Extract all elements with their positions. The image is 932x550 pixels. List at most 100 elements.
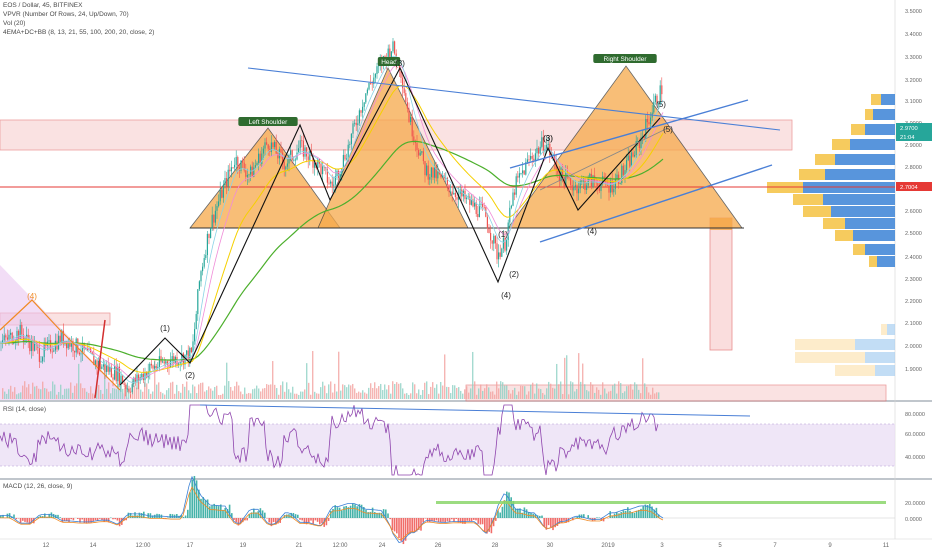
price-candle	[5, 335, 7, 338]
macd-histogram-bar	[48, 513, 50, 518]
price-candle	[426, 165, 428, 176]
volume-bar	[430, 386, 432, 399]
volume-bar	[56, 394, 58, 399]
macd-histogram-bar	[15, 518, 17, 520]
volume-bar	[540, 389, 542, 399]
macd-histogram-bar	[488, 518, 490, 532]
price-candle	[637, 140, 639, 142]
price-tick-label: 2.5000	[905, 231, 922, 237]
price-candle	[539, 146, 541, 154]
volume-bar	[642, 358, 644, 399]
price-candle	[469, 196, 471, 205]
volume-bar	[472, 351, 474, 399]
volume-bar	[104, 360, 106, 399]
price-candle	[202, 266, 204, 272]
vpvr-bar	[865, 244, 895, 255]
macd-histogram-bar	[310, 518, 312, 521]
head-label: Head	[381, 59, 397, 66]
price-candle	[346, 158, 348, 160]
volume-bar	[38, 388, 40, 399]
macd-histogram-bar	[633, 512, 636, 518]
price-candle	[547, 143, 549, 146]
volume-bar	[554, 388, 556, 399]
volume-bar	[150, 393, 152, 399]
price-candle	[213, 214, 215, 223]
volume-bar	[638, 389, 640, 399]
volume-bar	[70, 382, 72, 399]
price-candle	[402, 77, 404, 89]
volume-bar	[200, 382, 202, 399]
price-candle	[181, 353, 183, 362]
price-candle	[334, 176, 336, 185]
macd-histogram-bar	[52, 513, 55, 518]
macd-histogram-bar	[294, 514, 297, 518]
macd-histogram-bar	[59, 517, 61, 518]
price-candle	[470, 199, 472, 205]
volume-bar	[342, 384, 344, 399]
macd-histogram-bar	[325, 518, 328, 526]
volume-bar	[82, 388, 84, 399]
volume-bar	[650, 394, 652, 399]
price-candle	[78, 352, 80, 355]
price-candle	[83, 342, 85, 350]
symbol-title: EOS / Dollar, 45, BITFINEX	[3, 2, 83, 9]
volume-bar	[618, 381, 620, 399]
volume-bar	[560, 381, 562, 399]
volume-bar	[490, 391, 492, 399]
price-candle	[634, 155, 636, 157]
macd-histogram-bar	[404, 518, 407, 541]
macd-histogram-bar	[345, 505, 347, 518]
macd-histogram-bar	[149, 513, 152, 518]
volume-bar	[628, 385, 630, 399]
volume-bar	[160, 391, 162, 399]
rsi-line	[0, 404, 659, 476]
price-candle	[189, 347, 191, 362]
volume-bar	[440, 381, 442, 399]
vpvr-bar	[881, 324, 887, 335]
volume-bar	[152, 391, 154, 399]
volume-bar	[312, 351, 314, 399]
macd-histogram-bar	[39, 515, 42, 518]
volume-bar	[294, 393, 296, 399]
price-tick-label: 2.4000	[905, 255, 922, 261]
price-tick-label: 2.3000	[905, 277, 922, 283]
price-tick-label: 3.2000	[905, 78, 922, 84]
volume-bar	[610, 390, 612, 399]
macd-histogram-bar	[332, 508, 334, 518]
macd-histogram-bar	[444, 518, 446, 523]
macd-histogram-bar	[587, 515, 589, 518]
price-candle	[171, 356, 173, 361]
macd-histogram-bar	[68, 518, 70, 523]
macd-histogram-bar	[24, 518, 26, 522]
price-candle	[461, 189, 463, 197]
price-candle	[606, 184, 608, 186]
macd-histogram-bar	[90, 518, 92, 523]
volume-bar	[534, 393, 536, 399]
macd-histogram-bar	[409, 518, 411, 534]
macd-histogram-bar	[393, 518, 396, 532]
price-candle	[203, 258, 205, 267]
macd-histogram-bar	[321, 518, 323, 524]
volume-bar	[228, 381, 230, 399]
macd-histogram-bar	[644, 504, 647, 518]
volume-bar	[204, 391, 206, 399]
volume-bar	[76, 383, 78, 399]
price-candle	[139, 377, 141, 381]
volume-bar	[348, 384, 350, 399]
volume-bar	[174, 393, 176, 399]
price-candle	[208, 233, 210, 238]
price-candle	[650, 117, 652, 125]
time-tick-label: 17	[187, 543, 194, 549]
volume-bar	[14, 387, 16, 399]
price-tick-label: 1.9000	[905, 367, 922, 373]
price-candle	[546, 145, 548, 150]
price-candle	[29, 341, 31, 352]
volume-bar	[556, 363, 558, 399]
volume-bar	[524, 386, 526, 399]
price-candle	[536, 147, 538, 154]
price-badge	[896, 123, 932, 132]
vpvr-bar	[850, 139, 895, 150]
volume-bar	[584, 384, 586, 399]
volume-bar	[370, 383, 372, 399]
